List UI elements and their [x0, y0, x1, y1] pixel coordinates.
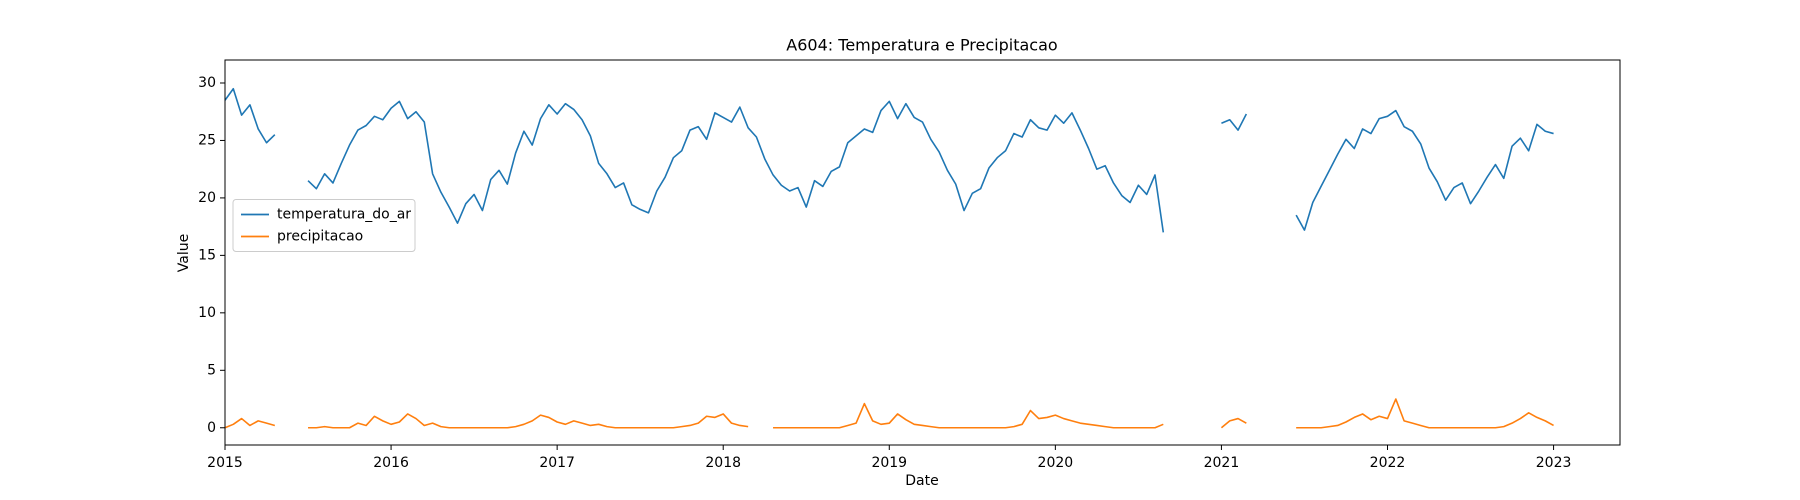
legend-box	[232, 199, 416, 252]
x-tick-label: 2020	[1038, 455, 1074, 471]
y-tick-label: 0	[207, 420, 216, 436]
x-tick-label: 2018	[705, 455, 741, 471]
x-tick-label: 2015	[207, 455, 243, 471]
x-axis-label: Date	[905, 473, 938, 489]
series-line	[224, 87, 1554, 233]
x-tick-label: 2019	[871, 455, 907, 471]
x-tick-label: 2021	[1204, 455, 1240, 471]
x-tick-label: 2023	[1536, 455, 1572, 471]
y-tick-label: 5	[207, 362, 216, 378]
series-line	[224, 398, 1554, 429]
y-tick-label: 15	[198, 247, 216, 263]
y-tick-label: 30	[198, 75, 216, 91]
legend-label: temperatura_do_ar	[277, 207, 411, 223]
y-tick-label: 20	[198, 190, 216, 206]
plot-frame	[224, 59, 1621, 446]
y-tick-label: 25	[198, 132, 216, 148]
x-tick-label: 2017	[539, 455, 575, 471]
legend-label: precipitacao	[277, 229, 363, 245]
y-tick-label: 10	[198, 305, 216, 321]
x-tick-label: 2016	[373, 455, 409, 471]
x-tick-label: 2022	[1370, 455, 1406, 471]
legend: temperatura_do_ar precipitacao	[232, 199, 416, 252]
chart-title: A604: Temperatura e Precipitacao	[786, 36, 1057, 55]
y-axis-label: Value	[176, 234, 192, 272]
